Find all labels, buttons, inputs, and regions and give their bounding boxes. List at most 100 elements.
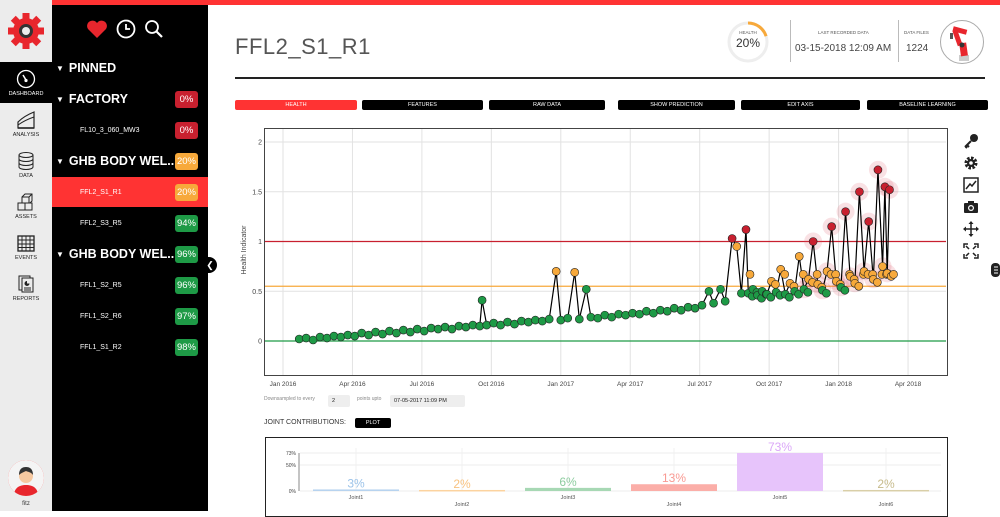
- row-label: FFL1_S2_R6: [80, 312, 122, 320]
- tab-features[interactable]: FEATURES: [362, 100, 483, 110]
- sidebar-item[interactable]: FFL1_S2_R6 97%: [52, 301, 208, 331]
- area-chart-icon: [17, 110, 35, 129]
- plot-toolbar: [960, 130, 984, 262]
- side-panel-icon[interactable]: [991, 263, 1000, 277]
- health-badge: 20%: [175, 152, 198, 170]
- data-point: [841, 207, 850, 216]
- data-point: [827, 222, 836, 231]
- baseline-learning-button[interactable]: BASELINE LEARNING: [867, 100, 988, 110]
- y-tick-label: 0%: [289, 489, 297, 495]
- sidebar-item[interactable]: FFL1_S2_R5 96%: [52, 270, 208, 300]
- nav-label: DATA: [19, 172, 33, 179]
- data-point: [575, 314, 584, 324]
- nav-data[interactable]: DATA: [0, 144, 52, 185]
- last-recorded-label: LAST RECORDED DATA: [818, 30, 869, 35]
- nav-assets[interactable]: ASSETS: [0, 185, 52, 226]
- data-point: [873, 165, 883, 175]
- gear-icon[interactable]: [960, 152, 982, 174]
- health-badge: 98%: [175, 338, 198, 356]
- data-point: [889, 270, 898, 279]
- data-point: [785, 292, 794, 302]
- row-label: FFL2_S1_R1: [80, 188, 122, 196]
- data-point: [720, 296, 730, 306]
- left-nav: DASHBOARD ANALYSIS DATA ASSETS EVENTS RE…: [0, 0, 52, 511]
- sidebar-group[interactable]: ▼ FACTORY 0%: [52, 84, 208, 114]
- y-tick-label: 1: [258, 239, 262, 246]
- data-point: [709, 298, 718, 308]
- plot-button[interactable]: PLOT: [355, 418, 391, 428]
- heart-icon[interactable]: [86, 19, 108, 39]
- nav-dashboard[interactable]: DASHBOARD: [0, 62, 52, 103]
- sidebar-group[interactable]: ▼ PINNED: [52, 53, 208, 83]
- data-point: [873, 278, 882, 287]
- x-tick-label: Jan 2018: [825, 381, 852, 388]
- search-icon[interactable]: [144, 19, 164, 39]
- top-accent-bar: [52, 0, 1000, 5]
- bar-value-label: 73%: [768, 440, 792, 454]
- nav-label: ASSETS: [15, 213, 37, 220]
- health-plot-frame: [264, 128, 948, 376]
- sidebar-item[interactable]: FFL1_S1_R2 98%: [52, 332, 208, 362]
- x-category-label: Joint2: [455, 502, 470, 508]
- header-divider: [235, 77, 985, 79]
- sidebar-item[interactable]: FL10_3_060_MW3 0%: [52, 115, 208, 145]
- x-tick-label: Oct 2016: [478, 381, 505, 388]
- data-point: [570, 268, 579, 277]
- nav-events[interactable]: EVENTS: [0, 226, 52, 267]
- data-point: [551, 267, 561, 276]
- caret-down-icon: ▼: [56, 249, 64, 259]
- user-avatar[interactable]: [8, 460, 44, 496]
- data-point: [563, 313, 573, 323]
- bar-joint6: [843, 489, 929, 492]
- autoscale-icon[interactable]: [960, 240, 982, 262]
- health-value: 20%: [735, 36, 761, 50]
- line-chart-icon[interactable]: [960, 174, 982, 196]
- sidebar-group[interactable]: ▼ GHB BODY WEL... 20%: [52, 146, 208, 176]
- x-tick-label: Jul 2016: [410, 381, 435, 388]
- sidebar-group[interactable]: ▼ GHB BODY WEL... 96%: [52, 239, 208, 269]
- x-category-label: Joint5: [773, 495, 788, 501]
- caret-down-icon: ▼: [56, 156, 64, 166]
- tab-health[interactable]: HEALTH: [235, 100, 357, 110]
- health-badge: 96%: [175, 245, 198, 263]
- data-point: [812, 270, 822, 279]
- x-tick-label: Jan 2017: [547, 381, 574, 388]
- key-icon[interactable]: [960, 130, 982, 152]
- row-label: FFL1_S1_R2: [80, 343, 122, 351]
- divider: [790, 20, 791, 62]
- bar-value-label: 13%: [662, 471, 686, 485]
- clock-icon[interactable]: [116, 19, 136, 39]
- x-category-label: Joint3: [561, 495, 576, 501]
- data-point: [477, 295, 487, 305]
- joint-contributions-label: JOINT CONTRIBUTIONS:: [264, 419, 346, 426]
- nav-label: REPORTS: [12, 295, 40, 302]
- downsample-input[interactable]: 2: [328, 395, 350, 407]
- upto-date-input[interactable]: 07-05-2017 11:09 PM: [390, 395, 465, 407]
- collapse-sidebar-button[interactable]: ❮: [203, 257, 217, 273]
- y-tick-label: 2: [258, 140, 262, 147]
- data-point: [822, 288, 831, 298]
- nav-analysis[interactable]: ANALYSIS: [0, 103, 52, 144]
- sidebar-item[interactable]: FFL2_S1_R1 20%: [52, 177, 208, 207]
- gear-logo-icon[interactable]: [0, 0, 52, 62]
- last-recorded-value: 03-15-2018 12:09 AM: [795, 43, 892, 54]
- pan-icon[interactable]: [960, 218, 982, 240]
- nav-reports[interactable]: REPORTS: [0, 267, 52, 308]
- health-indicator-chart[interactable]: 0 0.5 1 1.5 2 Jan 2016 Apr 2016 Jul 2016 Oct 201…: [230, 125, 960, 395]
- robot-image: [940, 20, 984, 64]
- data-point: [766, 292, 776, 302]
- bar-value-label: 2%: [453, 477, 471, 491]
- bar-value-label: 3%: [347, 476, 365, 490]
- y-tick-label: 1.5: [252, 189, 262, 196]
- data-files-value: 1224: [906, 43, 929, 54]
- tab-raw-data[interactable]: RAW DATA: [489, 100, 605, 110]
- data-point: [780, 270, 790, 279]
- sidebar-item[interactable]: FFL2_S3_R5 94%: [52, 208, 208, 238]
- y-tick-label: 50%: [286, 463, 297, 469]
- bar-value-label: 6%: [559, 475, 577, 489]
- camera-icon[interactable]: [960, 196, 982, 218]
- calendar-icon: [17, 234, 35, 252]
- edit-axis-button[interactable]: EDIT AXIS: [741, 100, 860, 110]
- show-prediction-button[interactable]: SHOW PREDICTION: [618, 100, 735, 110]
- data-point: [854, 281, 864, 291]
